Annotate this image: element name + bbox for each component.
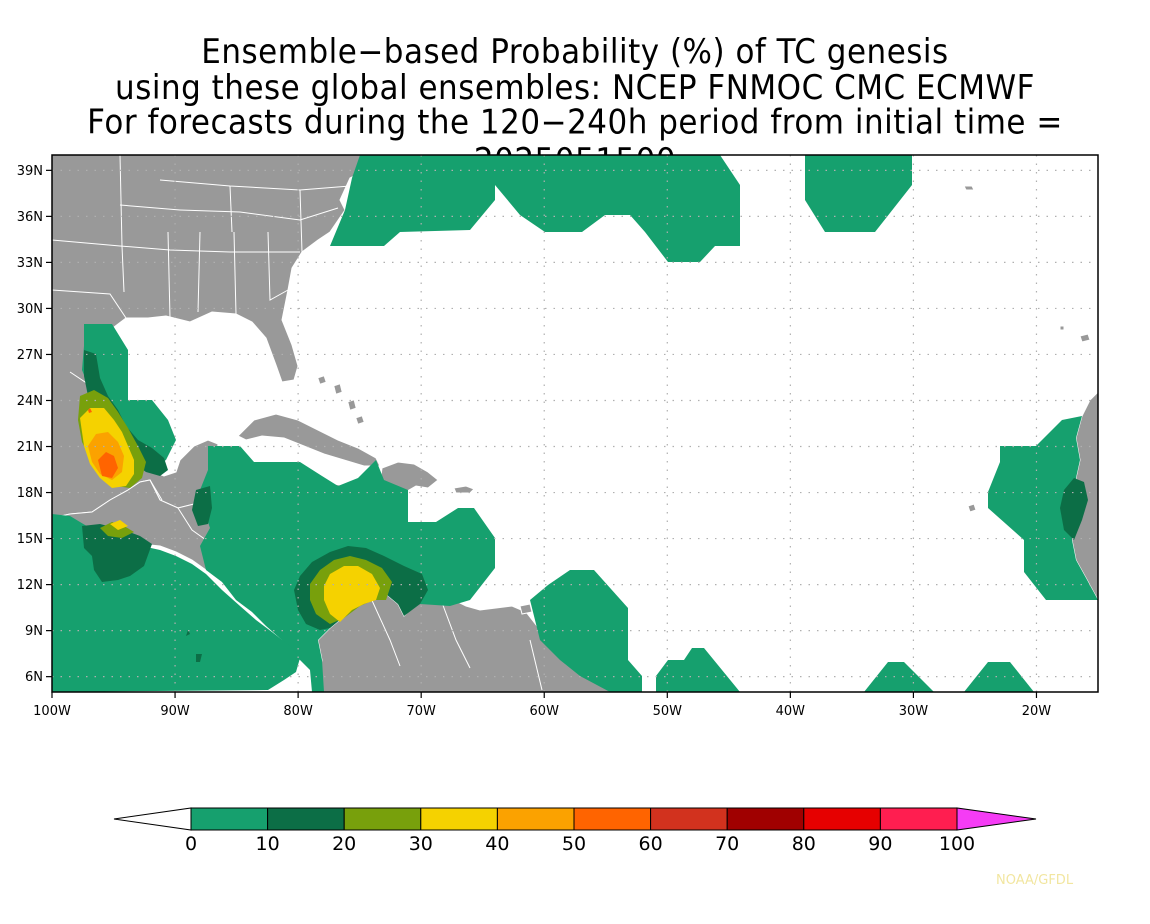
colorbar-bin — [573, 807, 652, 831]
colorbar-bin — [343, 807, 422, 831]
map-title-line-2: using these global ensembles: NCEP FNMOC… — [115, 68, 1035, 108]
lon-tick-label: 30W — [899, 704, 929, 719]
map-border — [51, 154, 1099, 693]
political-borders — [52, 155, 543, 691]
lon-tick-label: 20W — [1022, 704, 1052, 719]
land-puerto-rico — [453, 485, 475, 494]
lon-tick-label: 60W — [530, 704, 560, 719]
colorbar-bin — [726, 807, 805, 831]
colorbar-label: 40 — [485, 833, 509, 855]
lon-tick-label: 70W — [406, 704, 436, 719]
lat-tick-label: 39N — [17, 164, 43, 179]
colorbar-label: 90 — [868, 833, 892, 855]
longitude-axis: 100W 90W 80W 70W 60W 50W 40W 30W 20W — [33, 692, 1051, 719]
contour-50-60 — [98, 452, 118, 478]
lon-tick-label: 100W — [33, 704, 71, 719]
colorbar-bin — [420, 807, 498, 831]
colorbar: 0 10 20 30 40 50 60 70 80 90 100 — [113, 807, 1037, 855]
latitude-axis: 39N 36N 33N 30N 27N 24N 21N 18N 15N 12N 9N 6N — [17, 164, 52, 685]
lat-tick-label: 33N — [17, 256, 43, 271]
colorbar-bin — [496, 807, 575, 831]
colorbar-bin — [190, 807, 269, 831]
lat-tick-label: 21N — [17, 440, 43, 455]
colorbar-label: 80 — [792, 833, 816, 855]
lat-tick-label: 24N — [17, 394, 43, 409]
colorbar-label: 60 — [639, 833, 663, 855]
land-bahamas — [317, 375, 365, 425]
lat-tick-label: 15N — [17, 532, 43, 547]
probability-contours — [52, 155, 1098, 692]
colorbar-label: 0 — [185, 833, 197, 855]
lon-tick-label: 40W — [776, 704, 806, 719]
colorbar-label: 50 — [562, 833, 586, 855]
lon-tick-label: 90W — [160, 704, 190, 719]
map-frame-contents — [52, 155, 1098, 692]
lon-tick-label: 50W — [653, 704, 683, 719]
lat-tick-label: 18N — [17, 486, 43, 501]
credit-text: NOAA/GFDL — [996, 873, 1074, 888]
colorbar-label: 100 — [939, 833, 975, 855]
colorbar-bin — [879, 807, 958, 831]
land-cape-verde — [963, 185, 1091, 513]
colorbar-over-arrow — [956, 807, 1037, 831]
lon-tick-label: 80W — [283, 704, 313, 719]
map-title-line-1: Ensemble−based Probability (%) of TC gen… — [201, 32, 949, 72]
colorbar-label: 70 — [715, 833, 739, 855]
colorbar-label: 20 — [332, 833, 356, 855]
lat-tick-label: 12N — [17, 578, 43, 593]
lat-tick-label: 30N — [17, 302, 43, 317]
lat-tick-label: 36N — [17, 210, 43, 225]
colorbar-bin — [803, 807, 881, 831]
colorbar-under-arrow — [113, 807, 192, 831]
colorbar-bin — [267, 807, 345, 831]
colorbar-label: 30 — [409, 833, 433, 855]
land-cuba — [237, 413, 381, 467]
lat-tick-label: 6N — [25, 670, 43, 685]
lat-tick-label: 9N — [25, 624, 43, 639]
lat-tick-label: 27N — [17, 348, 43, 363]
colorbar-bin — [650, 807, 728, 831]
colorbar-label: 10 — [256, 833, 280, 855]
land-trinidad — [519, 603, 533, 615]
